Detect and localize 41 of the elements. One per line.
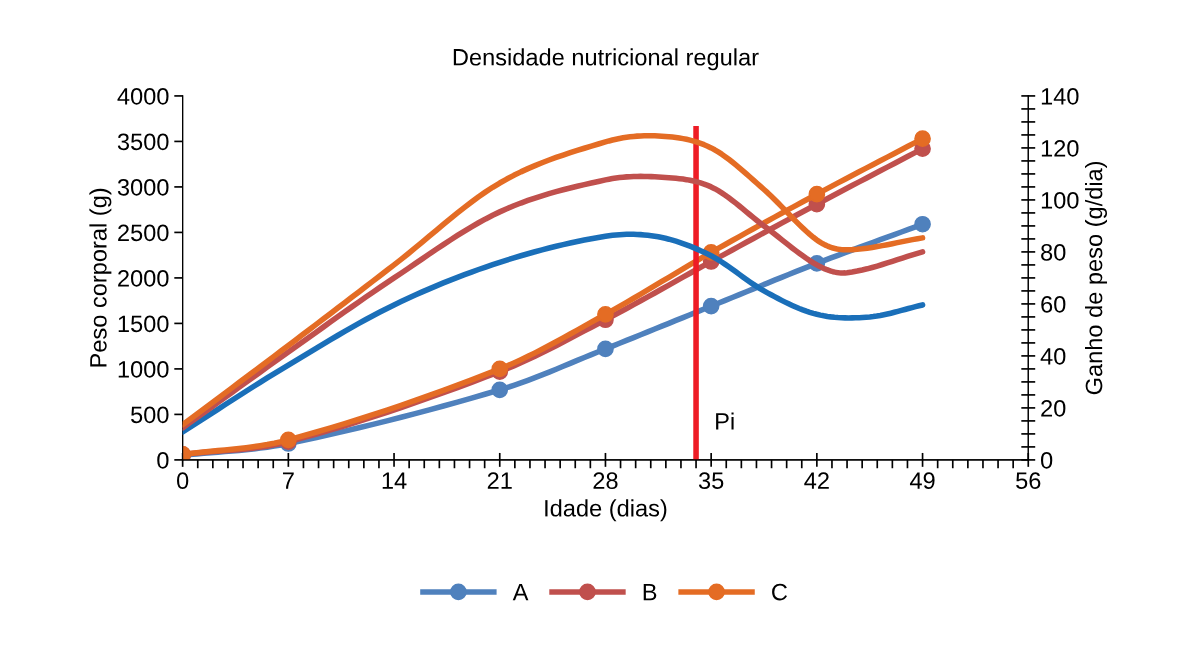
y-tick-label: 1500 xyxy=(118,315,169,333)
y2-tick-label: 120 xyxy=(1041,139,1079,157)
x-tick-label: 56 xyxy=(1016,472,1041,490)
y2-tick-label: 0 xyxy=(1040,451,1053,469)
y-tick-label: 3000 xyxy=(117,178,169,196)
x-tick-label: 21 xyxy=(487,472,512,489)
y-tick-label: 500 xyxy=(131,406,169,424)
x-tick-label: 14 xyxy=(382,472,407,489)
point xyxy=(597,305,614,323)
y2-tick-label: 140 xyxy=(1041,87,1079,105)
x-tick-label: 42 xyxy=(804,472,829,489)
point xyxy=(914,130,931,148)
y2-tick-label: 100 xyxy=(1041,191,1079,209)
y2-tick-label: 80 xyxy=(1041,243,1066,261)
y-tick-label: 2500 xyxy=(118,224,169,242)
y2-axis-title: Ganho de peso (g/dia) xyxy=(1085,161,1108,395)
point xyxy=(702,297,720,315)
legend-label: A xyxy=(512,583,529,601)
x-tick-label: 0 xyxy=(177,472,189,490)
point xyxy=(914,215,931,233)
x-axis-title: Idade (dias) xyxy=(545,499,667,522)
y-tick-label: 0 xyxy=(157,451,169,469)
ref-line-label: Pi xyxy=(716,412,734,430)
y-tick-label: 4000 xyxy=(117,87,169,105)
y-axis-title: Peso corporal (g) xyxy=(89,188,112,367)
legend-label: C xyxy=(772,583,788,601)
y2-tick-label: 20 xyxy=(1041,399,1066,417)
point xyxy=(597,340,614,358)
y-tick-label: 2000 xyxy=(118,269,169,287)
x-tick-label: 49 xyxy=(909,472,935,490)
x-tick-label: 7 xyxy=(282,472,294,489)
legend-label: B xyxy=(643,583,657,601)
point xyxy=(491,381,509,399)
x-tick-label: 28 xyxy=(593,472,618,490)
point xyxy=(808,185,826,203)
x-tick-label: 35 xyxy=(698,472,724,490)
chart-title: Densidade nutricional regular xyxy=(453,48,759,71)
y2-tick-label: 60 xyxy=(1041,295,1066,313)
y-tick-label: 3500 xyxy=(117,133,169,151)
y2-tick-label: 40 xyxy=(1040,347,1066,365)
y-tick-label: 1000 xyxy=(118,360,169,378)
